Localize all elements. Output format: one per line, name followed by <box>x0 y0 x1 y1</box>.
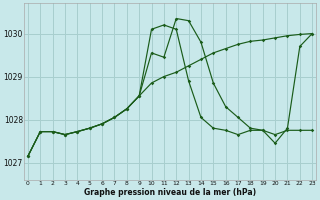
X-axis label: Graphe pression niveau de la mer (hPa): Graphe pression niveau de la mer (hPa) <box>84 188 256 197</box>
